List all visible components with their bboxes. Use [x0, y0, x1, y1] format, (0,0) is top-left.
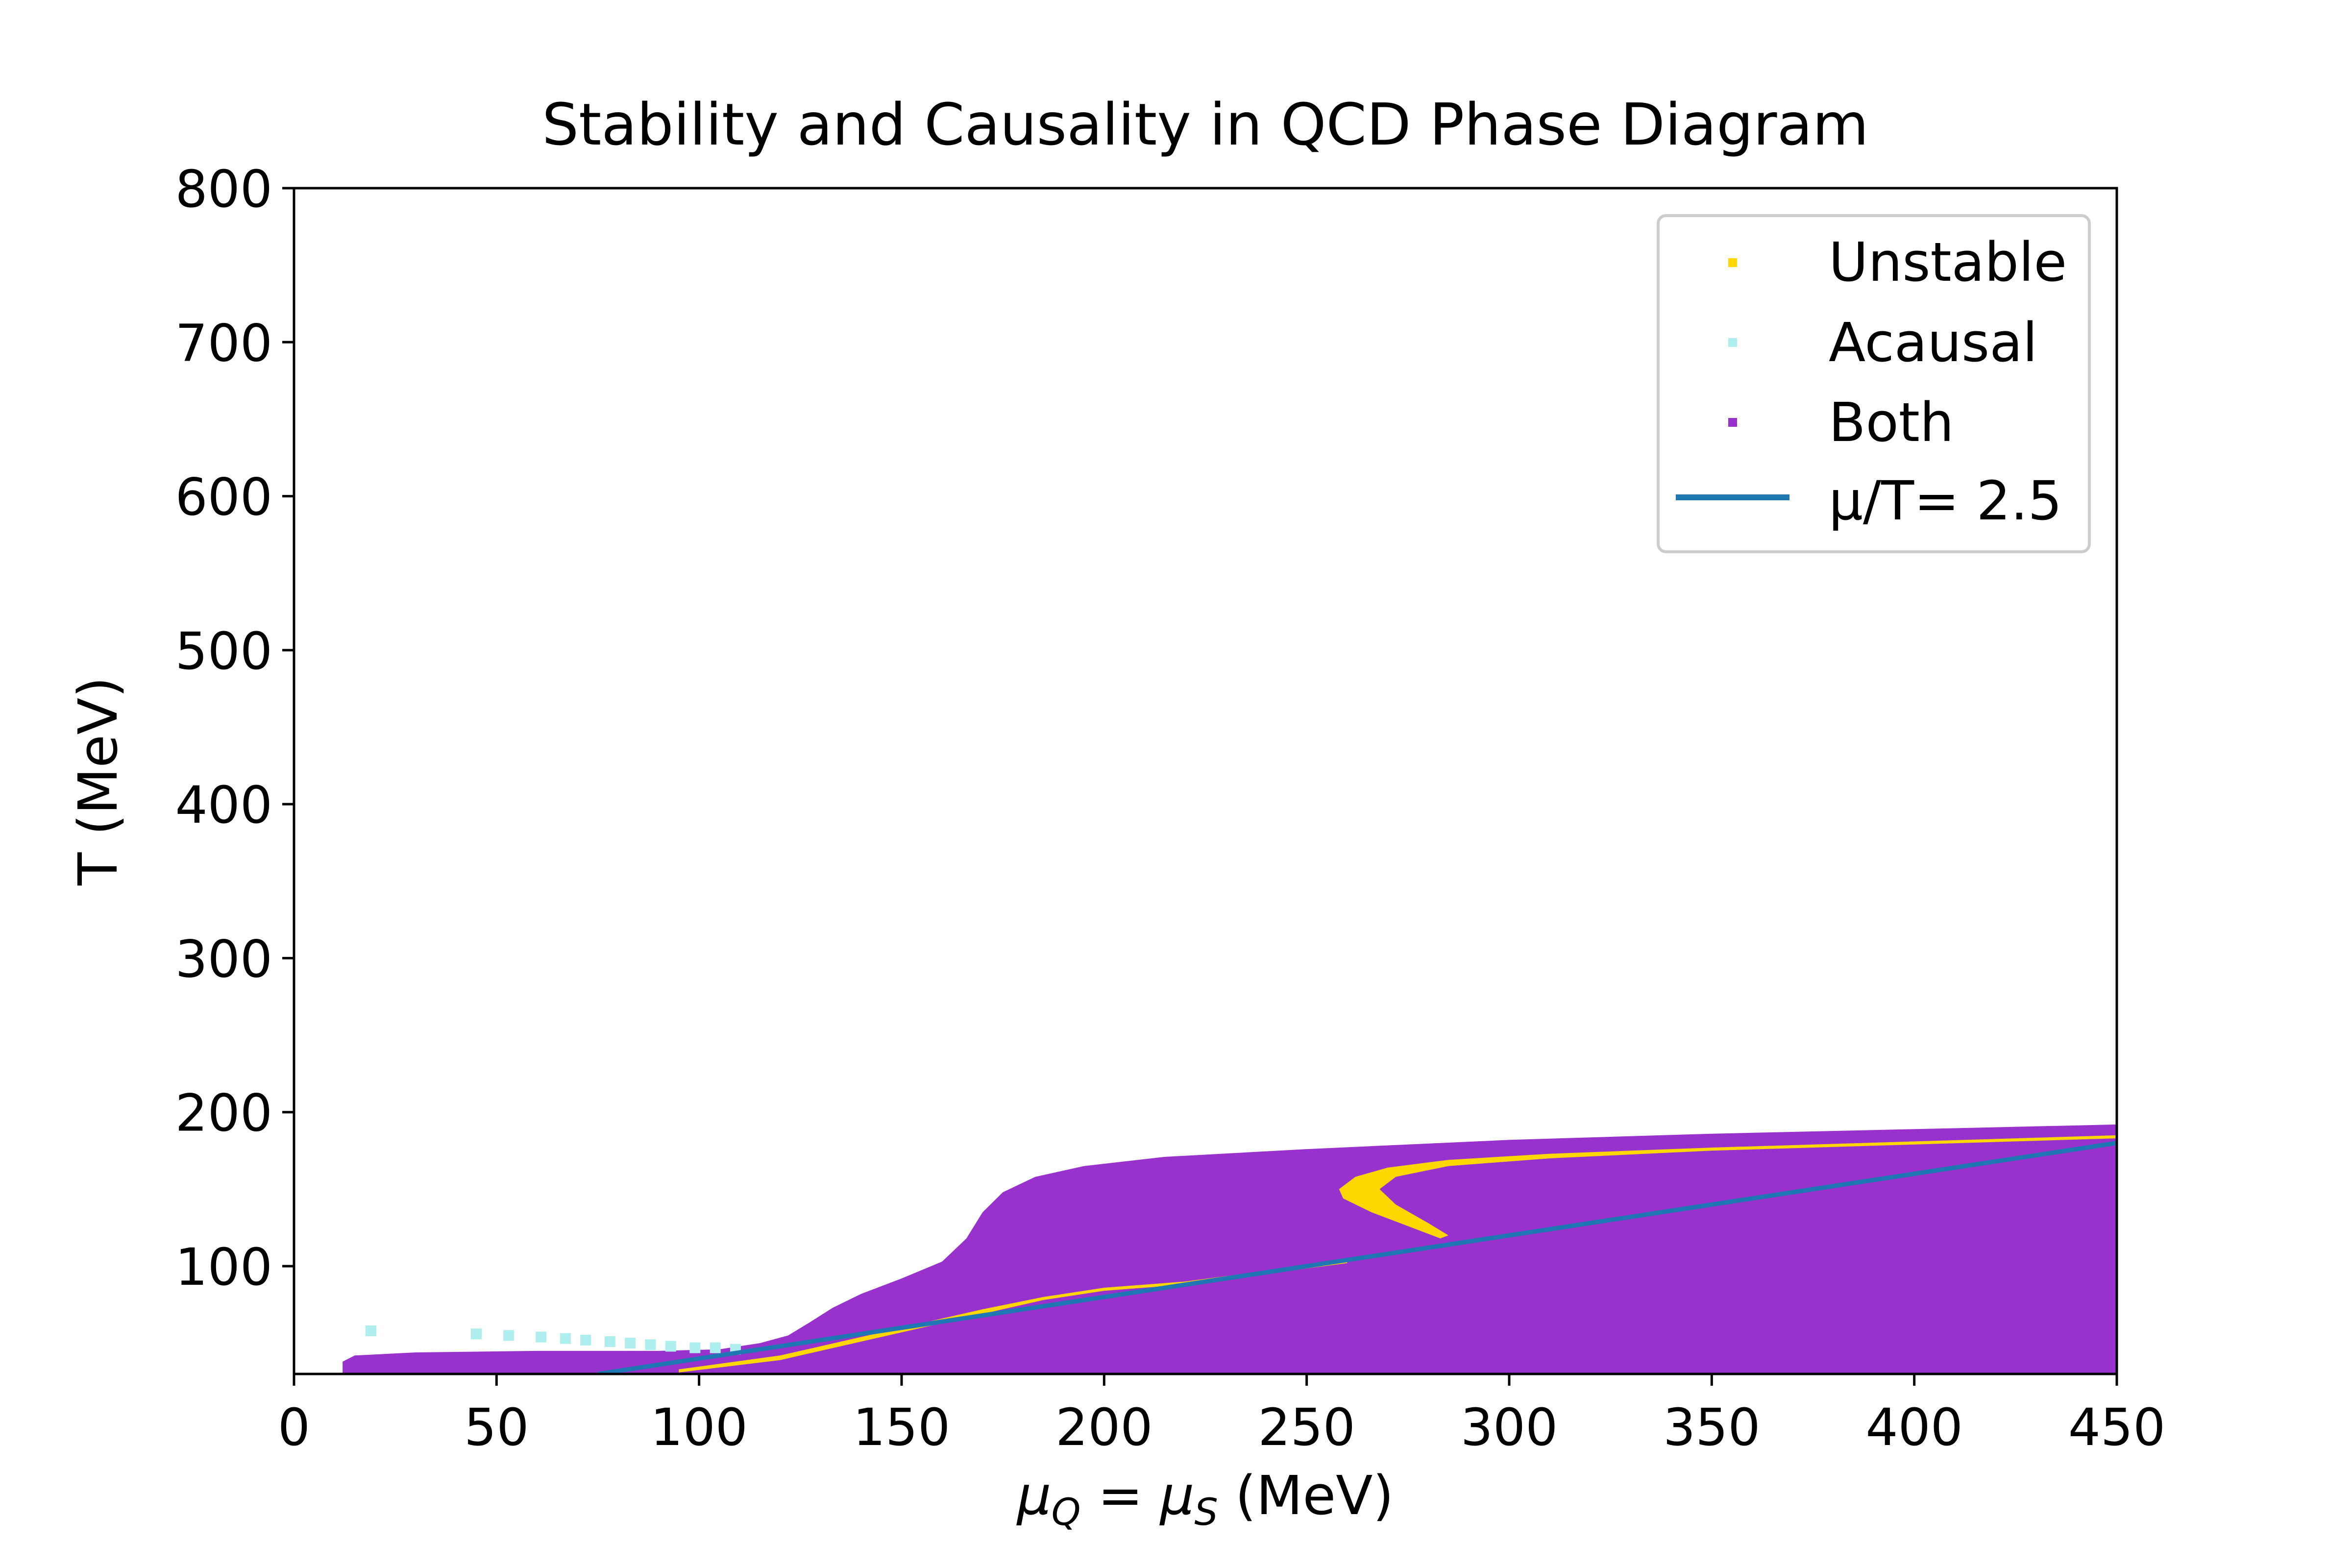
plot-frame	[293, 187, 2118, 1375]
x-tick-label-50: 50	[464, 1397, 529, 1457]
x-tick-label-450: 450	[2068, 1397, 2166, 1457]
y-tick-label-300: 300	[175, 929, 272, 989]
x-tick-label-200: 200	[1055, 1397, 1153, 1457]
acausal-point-9	[645, 1339, 656, 1350]
x-axis-label-mu: μ	[1016, 1464, 1052, 1527]
y-tick-label-700: 700	[175, 313, 272, 373]
y-axis-ticks: 100 200 300 400 500 600 700 800	[175, 159, 294, 1297]
x-axis-label-mid: = μ	[1080, 1464, 1194, 1527]
legend-marker-unstable	[1728, 258, 1737, 267]
x-tick-label-350: 350	[1663, 1397, 1761, 1457]
x-axis-ticks: 0 50 100 150 200 250 300 350 400 450	[278, 1374, 2165, 1457]
acausal-point-3	[503, 1330, 514, 1341]
x-tick-label-300: 300	[1461, 1397, 1558, 1457]
acausal-point-6	[580, 1334, 591, 1346]
chart-title: Stability and Causality in QCD Phase Dia…	[542, 91, 1869, 158]
acausal-point-11	[689, 1342, 701, 1353]
x-tick-label-150: 150	[853, 1397, 951, 1457]
legend-label-both: Both	[1829, 391, 1954, 454]
x-axis-label-unit: (MeV)	[1218, 1464, 1394, 1527]
legend-marker-acausal	[1728, 338, 1737, 347]
x-tick-label-250: 250	[1258, 1397, 1355, 1457]
series-unstable	[679, 1135, 2117, 1372]
acausal-point-7	[604, 1336, 615, 1347]
x-tick-label-400: 400	[1865, 1397, 1963, 1457]
x-tick-label-100: 100	[650, 1397, 748, 1457]
y-tick-label-600: 600	[175, 467, 272, 527]
y-tick-label-800: 800	[175, 159, 272, 219]
legend-label-acausal: Acausal	[1829, 311, 2037, 374]
plot-area	[343, 1124, 2117, 1374]
acausal-point-12	[710, 1342, 721, 1353]
acausal-point-2	[471, 1328, 482, 1340]
acausal-point-5	[560, 1333, 571, 1344]
both-region	[343, 1124, 2117, 1374]
acausal-point-8	[625, 1338, 636, 1349]
legend: Unstable Acausal Both μ/T= 2.5	[1657, 214, 2091, 553]
acausal-point-4	[536, 1331, 547, 1343]
y-tick-label-500: 500	[175, 621, 272, 681]
unstable-region-1	[1339, 1135, 2117, 1239]
x-axis-label-sub-s: S	[1195, 1490, 1218, 1534]
legend-box	[1657, 214, 2091, 553]
x-axis-label: μQ = μS (MeV)	[1016, 1464, 1394, 1534]
acausal-point-1	[366, 1325, 377, 1336]
mu-over-t-line	[597, 1141, 2117, 1374]
legend-label-unstable: Unstable	[1829, 231, 2067, 294]
x-axis-label-sub-q: Q	[1052, 1490, 1081, 1534]
series-acausal	[366, 1325, 741, 1355]
y-tick-label-100: 100	[175, 1237, 272, 1297]
unstable-region-2	[679, 1260, 1348, 1372]
series-both	[343, 1124, 2117, 1374]
acausal-point-10	[665, 1341, 676, 1352]
y-tick-label-200: 200	[175, 1083, 272, 1143]
x-tick-label-0: 0	[278, 1397, 310, 1457]
y-axis-label: T (MeV)	[67, 677, 129, 886]
series-mu-over-t-line	[597, 1141, 2117, 1374]
y-tick-label-400: 400	[175, 775, 272, 835]
legend-marker-both	[1728, 418, 1737, 427]
legend-label-mu-over-t: μ/T= 2.5	[1829, 469, 2062, 532]
